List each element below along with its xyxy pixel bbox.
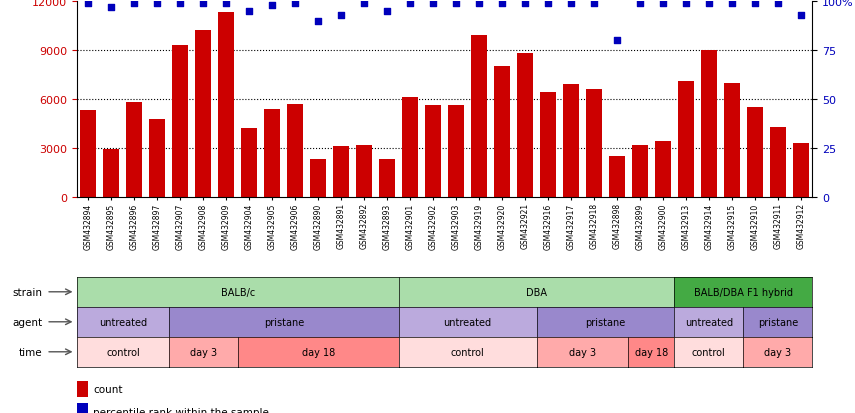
Text: control: control	[106, 347, 139, 357]
Text: day 3: day 3	[190, 347, 217, 357]
Point	[656, 1, 669, 7]
Bar	[471, 36, 487, 197]
Point	[127, 1, 141, 7]
Bar	[425, 106, 441, 197]
Point	[104, 5, 118, 11]
Point	[311, 18, 325, 25]
Bar	[701, 51, 716, 197]
Point	[794, 12, 808, 19]
Text: day 3: day 3	[764, 347, 792, 357]
Point	[150, 1, 164, 7]
Bar	[80, 111, 97, 197]
Text: BALB/c: BALB/c	[221, 287, 255, 297]
Point	[174, 1, 187, 7]
Bar	[127, 103, 143, 197]
Bar	[678, 82, 694, 197]
Bar	[609, 157, 625, 197]
Bar	[241, 129, 257, 197]
Point	[357, 1, 371, 7]
Point	[610, 38, 624, 45]
Bar	[402, 98, 418, 197]
Text: DBA: DBA	[526, 287, 547, 297]
Point	[380, 9, 394, 15]
Point	[197, 1, 210, 7]
Bar	[218, 14, 234, 197]
Text: time: time	[19, 347, 42, 357]
Bar	[379, 160, 395, 197]
Bar	[563, 85, 579, 197]
Bar	[517, 54, 533, 197]
Text: pristane: pristane	[586, 317, 626, 327]
Text: day 18: day 18	[634, 347, 668, 357]
Bar	[655, 142, 671, 197]
Point	[771, 1, 785, 7]
Bar	[448, 106, 464, 197]
Bar	[632, 145, 648, 197]
Point	[265, 2, 279, 9]
Text: pristane: pristane	[263, 317, 304, 327]
Point	[702, 1, 716, 7]
Point	[495, 1, 509, 7]
Text: untreated: untreated	[685, 317, 733, 327]
Bar	[287, 104, 304, 197]
Text: day 18: day 18	[302, 347, 335, 357]
Text: control: control	[451, 347, 485, 357]
Bar	[195, 31, 211, 197]
Text: control: control	[692, 347, 726, 357]
Bar	[77, 381, 88, 397]
Bar	[540, 93, 556, 197]
Bar	[103, 150, 120, 197]
Text: day 3: day 3	[569, 347, 596, 357]
Point	[427, 1, 440, 7]
Bar	[333, 147, 349, 197]
Point	[518, 1, 532, 7]
Point	[81, 1, 95, 7]
Point	[748, 1, 762, 7]
Bar	[264, 109, 280, 197]
Bar	[586, 90, 602, 197]
Text: untreated: untreated	[444, 317, 492, 327]
Bar	[357, 145, 372, 197]
Point	[725, 1, 739, 7]
Text: strain: strain	[12, 287, 42, 297]
Bar	[310, 160, 327, 197]
Bar	[724, 83, 740, 197]
Bar	[173, 46, 188, 197]
Bar	[150, 119, 165, 197]
Text: percentile rank within the sample: percentile rank within the sample	[93, 407, 269, 413]
Text: agent: agent	[12, 317, 42, 327]
Point	[334, 12, 348, 19]
Bar	[77, 403, 88, 413]
Point	[243, 9, 256, 15]
Bar	[746, 108, 763, 197]
Point	[541, 1, 555, 7]
Point	[220, 1, 233, 7]
Bar	[793, 144, 809, 197]
Point	[679, 1, 693, 7]
Text: untreated: untreated	[99, 317, 147, 327]
Point	[404, 1, 417, 7]
Point	[633, 1, 646, 7]
Text: pristane: pristane	[758, 317, 798, 327]
Point	[587, 1, 601, 7]
Bar	[770, 127, 786, 197]
Text: count: count	[93, 384, 123, 394]
Point	[472, 1, 486, 7]
Point	[288, 1, 302, 7]
Point	[564, 1, 578, 7]
Text: BALB/DBA F1 hybrid: BALB/DBA F1 hybrid	[693, 287, 793, 297]
Bar	[494, 67, 510, 197]
Point	[449, 1, 463, 7]
